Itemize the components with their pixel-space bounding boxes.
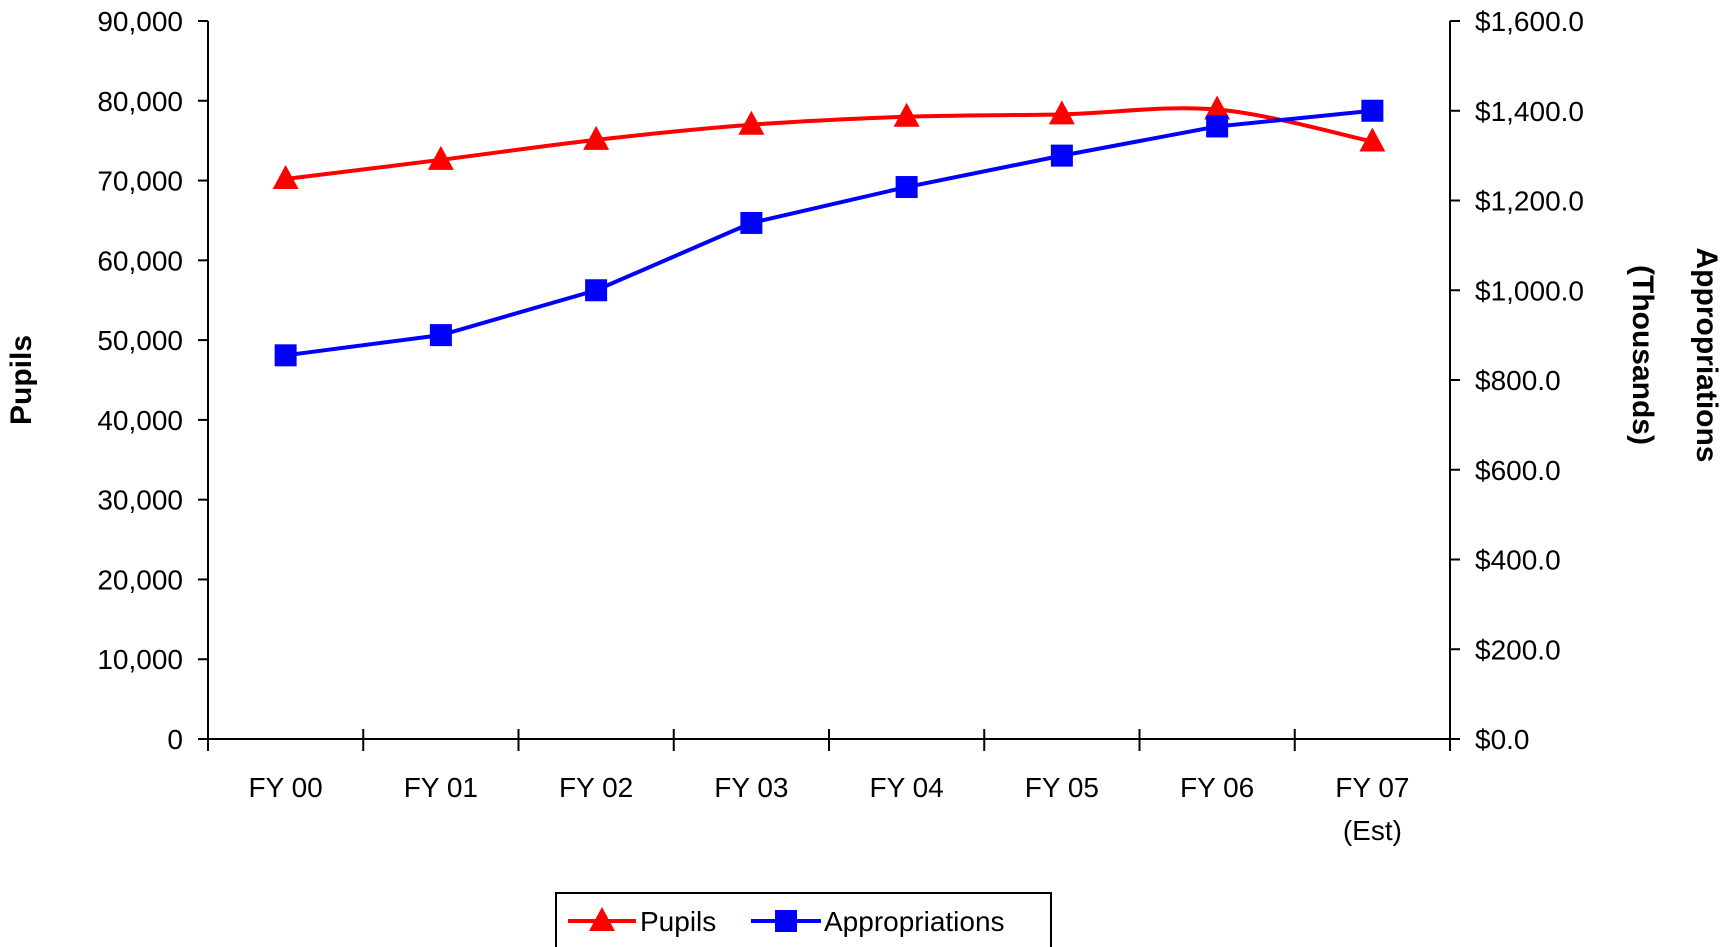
left-y-tick-label: 0 [167, 724, 183, 755]
axes: 0 10,000 20,000 30,000 40,000 50,000 60,000 70,… [5, 6, 1723, 846]
right-y-tick-label: $800.0 [1475, 365, 1561, 396]
series-pupils [272, 95, 1386, 189]
x-tick-label: FY 06 [1180, 772, 1254, 803]
right-y-axis-subtitle: (Thousands) [1626, 265, 1659, 445]
right-y-tick-label: $0.0 [1475, 724, 1530, 755]
legend-marker-appropriations [775, 910, 797, 932]
legend-marker-pupils [589, 907, 615, 931]
left-y-tick-label: 60,000 [97, 245, 183, 276]
plot-area [272, 95, 1386, 367]
legend-label-pupils: Pupils [640, 906, 716, 937]
left-y-tick-label: 10,000 [97, 644, 183, 675]
data-point [274, 344, 297, 367]
right-y-tick-label: $1,600.0 [1475, 6, 1584, 37]
data-point [585, 279, 608, 302]
right-y-tick-label: $1,400.0 [1475, 96, 1584, 127]
x-tick-label: FY 00 [249, 772, 323, 803]
right-y-tick-label: $200.0 [1475, 634, 1561, 665]
left-y-tick-label: 70,000 [97, 166, 183, 197]
left-y-tick-label: 50,000 [97, 325, 183, 356]
left-y-tick-label: 90,000 [97, 6, 183, 37]
x-tick-label: FY 03 [714, 772, 788, 803]
series-line [285, 106, 1373, 181]
data-point [429, 324, 452, 347]
left-y-axis-title: Pupils [5, 335, 38, 425]
x-tick-sublabel: (Est) [1343, 815, 1402, 846]
data-point [1359, 127, 1386, 152]
x-tick-label: FY 01 [404, 772, 478, 803]
left-y-tick-label: 20,000 [97, 564, 183, 595]
right-y-tick-label: $600.0 [1475, 455, 1561, 486]
data-point [1204, 95, 1231, 120]
x-tick-label: FY 04 [870, 772, 944, 803]
data-point [427, 145, 454, 170]
legend-label-appropriations: Appropriations [824, 906, 1005, 937]
left-y-tick-label: 40,000 [97, 405, 183, 436]
right-y-tick-label: $1,000.0 [1475, 275, 1584, 306]
legend: Pupils Appropriations [555, 892, 1052, 947]
data-point [272, 164, 299, 189]
right-y-tick-label: $400.0 [1475, 545, 1561, 576]
series-line [285, 108, 1373, 358]
data-point [1050, 144, 1073, 167]
x-tick-label: FY 05 [1025, 772, 1099, 803]
left-y-tick-label: 30,000 [97, 485, 183, 516]
right-y-tick-label: $1,200.0 [1475, 186, 1584, 217]
data-point [895, 176, 918, 199]
data-point [1361, 99, 1384, 122]
data-point [1206, 115, 1229, 138]
x-tick-label: FY 02 [559, 772, 633, 803]
data-point [738, 110, 765, 135]
right-y-axis-title: Appropriations [1690, 248, 1723, 463]
data-point [1048, 100, 1075, 125]
data-point [740, 211, 763, 234]
data-point [583, 125, 610, 150]
data-point [893, 102, 920, 127]
series-appropriations [274, 99, 1384, 367]
left-y-tick-label: 80,000 [97, 86, 183, 117]
x-tick-label: FY 07 [1335, 772, 1409, 803]
